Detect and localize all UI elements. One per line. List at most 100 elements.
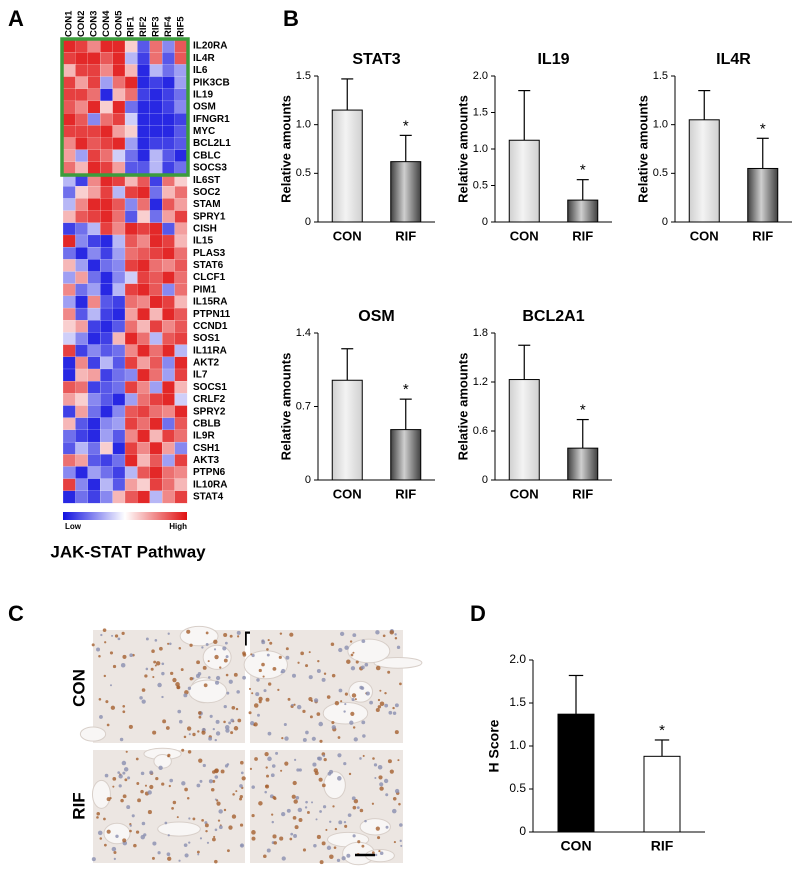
heatmap-cell xyxy=(162,417,175,431)
nucleus xyxy=(394,633,397,636)
x-tick-label: CON xyxy=(510,486,539,501)
nucleus xyxy=(124,778,128,782)
nucleus xyxy=(258,801,263,806)
nucleus xyxy=(302,848,307,852)
nucleus xyxy=(104,641,107,644)
nucleus xyxy=(253,703,259,708)
nucleus xyxy=(198,715,202,719)
nucleus xyxy=(189,677,194,681)
nucleus xyxy=(292,815,297,820)
nucleus xyxy=(176,816,179,819)
nucleus xyxy=(110,705,116,710)
nucleus xyxy=(347,813,352,818)
heatmap-cell xyxy=(149,39,163,53)
nucleus xyxy=(375,826,380,831)
row-label: PTPN11 xyxy=(193,309,231,320)
nucleus xyxy=(181,748,185,752)
nucleus xyxy=(400,844,403,847)
heatmap-cell xyxy=(62,161,76,175)
heatmap-cell xyxy=(124,271,138,284)
heatmap-cell xyxy=(62,247,76,260)
row-label: IL9R xyxy=(193,431,215,442)
nucleus xyxy=(166,852,171,857)
heatmap-cell xyxy=(162,271,175,284)
nucleus xyxy=(283,722,287,727)
nucleus xyxy=(356,806,360,810)
heatmap-cell xyxy=(174,478,188,492)
nucleus xyxy=(383,778,389,784)
nucleus xyxy=(325,828,328,831)
nucleus xyxy=(262,675,265,678)
heatmap-cell xyxy=(137,125,151,138)
heatmap-cell xyxy=(87,137,101,150)
heatmap-cell xyxy=(137,76,151,90)
nucleus xyxy=(214,680,220,685)
heatmap-cell xyxy=(149,64,163,77)
heatmap-cell xyxy=(87,441,101,455)
nucleus xyxy=(319,810,322,813)
heatmap-cell xyxy=(137,454,151,467)
nucleus xyxy=(218,825,223,830)
heatmap-cell xyxy=(124,113,138,126)
nucleus xyxy=(161,782,165,786)
nucleus xyxy=(388,710,393,715)
significance: * xyxy=(659,722,665,739)
heatmap-cell xyxy=(100,125,113,138)
nucleus xyxy=(239,823,244,827)
heatmap-cell xyxy=(124,332,138,345)
nucleus xyxy=(91,857,96,862)
heatmap-cell xyxy=(174,222,188,236)
heatmap-cell xyxy=(62,88,76,102)
heatmap-cell xyxy=(174,198,188,211)
nucleus xyxy=(212,728,215,731)
nucleus xyxy=(121,631,125,635)
nucleus xyxy=(196,850,200,854)
nucleus xyxy=(151,856,155,860)
heatmap-cell xyxy=(149,100,163,114)
tissue-lumen xyxy=(347,638,391,664)
heatmap-cell xyxy=(75,320,89,333)
nucleus xyxy=(103,817,106,821)
column-label: RIF5 xyxy=(175,16,186,37)
heatmap-cell xyxy=(162,39,175,53)
heatmap-cell xyxy=(100,466,113,479)
nucleus xyxy=(155,777,159,781)
nucleus xyxy=(165,726,170,730)
nucleus xyxy=(379,786,384,791)
nucleus xyxy=(280,769,283,772)
nucleus xyxy=(318,777,323,782)
heatmap-cell xyxy=(174,100,188,114)
x-tick-label: CON xyxy=(690,228,719,243)
heatmap-cell xyxy=(137,295,151,309)
heatmap-cell xyxy=(174,381,188,394)
nucleus xyxy=(314,771,319,776)
heatmap-cell xyxy=(124,161,138,175)
nucleus xyxy=(321,677,326,682)
heatmap-cell xyxy=(137,344,151,358)
nucleus xyxy=(161,662,165,666)
heatmap-cell xyxy=(137,478,151,492)
nucleus xyxy=(96,811,101,816)
nucleus xyxy=(330,642,335,646)
tissue-lumen xyxy=(359,818,391,836)
y-tick-label: 0 xyxy=(519,824,526,838)
nucleus xyxy=(399,823,403,827)
nucleus xyxy=(273,841,277,845)
nucleus xyxy=(117,637,121,641)
tissue-lumen xyxy=(91,779,111,809)
nucleus xyxy=(343,761,347,766)
nucleus xyxy=(172,800,177,805)
nucleus xyxy=(118,774,123,779)
heatmap-cell xyxy=(75,478,89,492)
nucleus xyxy=(184,787,188,792)
nucleus xyxy=(111,634,114,637)
heatmap-cell xyxy=(62,283,76,297)
chart-title: OSM xyxy=(358,308,394,325)
nucleus xyxy=(293,703,296,706)
heatmap-cell xyxy=(149,478,163,492)
heatmap-cell xyxy=(162,466,175,479)
nucleus xyxy=(231,705,236,710)
nucleus xyxy=(224,764,229,768)
heatmap-cell xyxy=(100,88,113,102)
